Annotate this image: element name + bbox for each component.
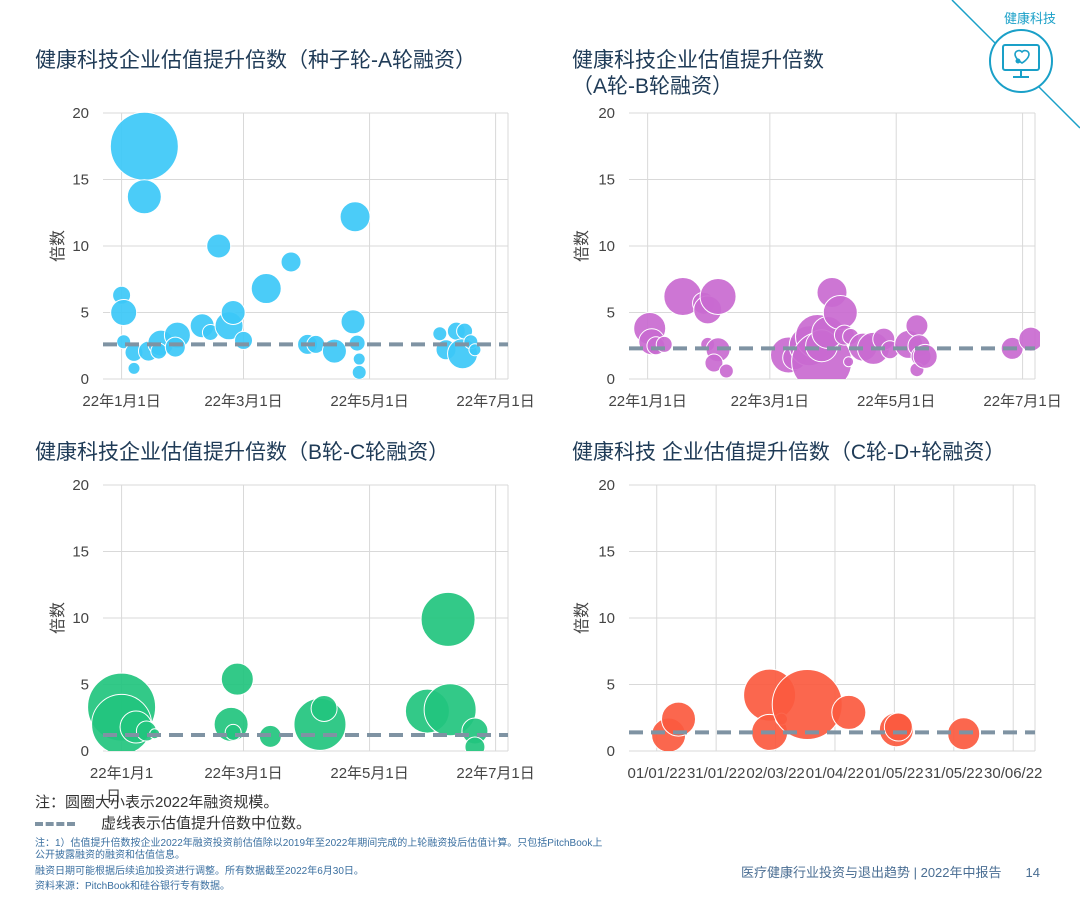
x-tick-label: 22年3月1日 — [204, 393, 282, 410]
y-tick-label: 0 — [81, 743, 89, 760]
y-tick-label: 5 — [81, 677, 89, 694]
y-axis-label: 倍数 — [573, 602, 591, 634]
y-tick-label: 15 — [72, 172, 89, 189]
chart-title-a-b: 健康科技企业估值提升倍数 （A轮-B轮融资） — [572, 48, 824, 100]
page-number: 14 — [1025, 865, 1040, 880]
footnote-4: 资料来源：PitchBook和硅谷银行专有数据。 — [35, 881, 231, 892]
bubble-point — [351, 364, 367, 379]
y-tick-label: 15 — [598, 544, 615, 561]
bubble-point — [704, 353, 724, 373]
y-tick-label: 15 — [72, 544, 89, 561]
footnote-3: 融资日期可能根据后续追加投资进行调整。所有数据截至2022年6月30日。 — [35, 866, 364, 877]
footnote-1: 注：1）估值提升倍数按企业2022年融资投资前估值除以2019年至2022年期间… — [35, 838, 603, 849]
bubble-point — [771, 668, 843, 740]
monitor-heart-icon — [989, 29, 1053, 93]
y-tick-label: 20 — [598, 477, 615, 494]
x-tick-label: 01/04/22 — [806, 765, 864, 782]
y-tick-label: 20 — [72, 105, 89, 122]
y-tick-label: 0 — [81, 371, 89, 388]
x-tick-label: 30/06/22 — [984, 765, 1042, 782]
x-tick-label: 22年5月1日 — [857, 393, 935, 410]
bubble-point — [164, 336, 186, 358]
x-tick-label: 22年5月1日 — [330, 765, 408, 782]
y-axis-label: 倍数 — [49, 602, 67, 634]
y-axis-label: 倍数 — [573, 230, 591, 262]
x-tick-label: 22年5月1日 — [330, 393, 408, 410]
bubble-point — [339, 201, 371, 233]
bubble-point — [250, 273, 282, 305]
x-tick-label: 22年7月1日 — [983, 393, 1061, 410]
bubble-point — [699, 278, 737, 316]
note-median-text: 虚线表示估值提升倍数中位数。 — [101, 815, 312, 832]
y-tick-label: 0 — [607, 371, 615, 388]
x-tick-label: 22年3月1日 — [204, 765, 282, 782]
corner-decoration — [951, 0, 1080, 129]
y-tick-label: 5 — [607, 305, 615, 322]
x-tick-label: 22年1月1 — [90, 765, 153, 782]
bubble-point — [126, 179, 162, 215]
report-footer: 医疗健康行业投资与退出趋势 | 2022年中报告 14 — [741, 862, 1040, 881]
bubble-point — [310, 694, 338, 722]
bubble-point — [718, 363, 734, 379]
bubble-point — [822, 295, 858, 330]
bubble-point — [831, 694, 867, 730]
report-title: 医疗健康行业投资与退出趋势 | 2022年中报告 — [741, 865, 1002, 880]
y-tick-label: 20 — [598, 105, 615, 122]
corner-brand-label: 健康科技 — [1003, 11, 1056, 26]
y-tick-label: 0 — [607, 743, 615, 760]
y-tick-label: 10 — [72, 238, 89, 255]
y-tick-label: 5 — [81, 305, 89, 322]
bubble-point — [843, 356, 855, 368]
x-tick-label: 31/05/22 — [925, 765, 983, 782]
x-tick-label-wrap: 日 — [106, 788, 121, 805]
chart-title-a-b-line: （A轮-B轮融资） — [572, 75, 734, 98]
bubble-point — [224, 723, 242, 741]
bubble-point — [423, 683, 477, 737]
bubble-point — [280, 251, 302, 273]
bubble-point — [420, 591, 476, 647]
bubble-point — [340, 309, 366, 335]
bubble-point — [234, 330, 254, 350]
bubble-point — [220, 662, 254, 696]
x-tick-label: 22年7月1日 — [456, 393, 534, 410]
x-tick-label: 22年1月1日 — [82, 393, 160, 410]
x-tick-label: 22年3月1日 — [731, 393, 809, 410]
y-tick-label: 15 — [598, 172, 615, 189]
bubble-point — [883, 712, 913, 742]
x-tick-label: 22年1月1日 — [608, 393, 686, 410]
bubble-point — [206, 233, 232, 259]
bubble-point — [220, 300, 246, 325]
x-tick-label: 01/05/22 — [865, 765, 923, 782]
bubble-point — [464, 736, 486, 751]
bubble-point — [905, 314, 929, 338]
bubble-point — [109, 111, 179, 181]
bubble-point — [1018, 326, 1040, 352]
note-bubble-size: 注：圆圈大小表示2022年融资规模。 — [35, 794, 279, 811]
y-axis-label: 倍数 — [49, 230, 67, 262]
chart-title-b-c: 健康科技企业估值提升倍数（B轮-C轮融资） — [35, 441, 450, 464]
chart-title-c-d: 健康科技 企业估值提升倍数（C轮-D+轮融资） — [572, 441, 1006, 464]
bubble-point — [432, 326, 448, 342]
x-tick-label: 31/01/22 — [687, 765, 745, 782]
bubble-point — [468, 343, 482, 357]
x-tick-label: 22年7月1日 — [456, 765, 534, 782]
bubble-point — [127, 361, 141, 375]
footnote-2: 公开披露融资的融资和估值信息。 — [35, 850, 185, 861]
x-tick-label: 01/01/22 — [628, 765, 686, 782]
note-median-line: 虚线表示估值提升倍数中位数。 — [35, 812, 311, 833]
y-tick-label: 20 — [72, 477, 89, 494]
x-tick-label: 02/03/22 — [746, 765, 804, 782]
chart-title-seed-a: 健康科技企业估值提升倍数（种子轮-A轮融资） — [35, 49, 476, 72]
y-tick-label: 10 — [72, 610, 89, 627]
chart-title-a-b-line: 健康科技企业估值提升倍数 — [572, 49, 824, 72]
y-tick-label: 10 — [598, 238, 615, 255]
bubble-point — [661, 701, 697, 737]
y-tick-label: 5 — [607, 677, 615, 694]
bubble-point — [110, 299, 138, 326]
median-legend-swatch — [35, 822, 75, 827]
y-tick-label: 10 — [598, 610, 615, 627]
bubble-point — [352, 352, 366, 366]
